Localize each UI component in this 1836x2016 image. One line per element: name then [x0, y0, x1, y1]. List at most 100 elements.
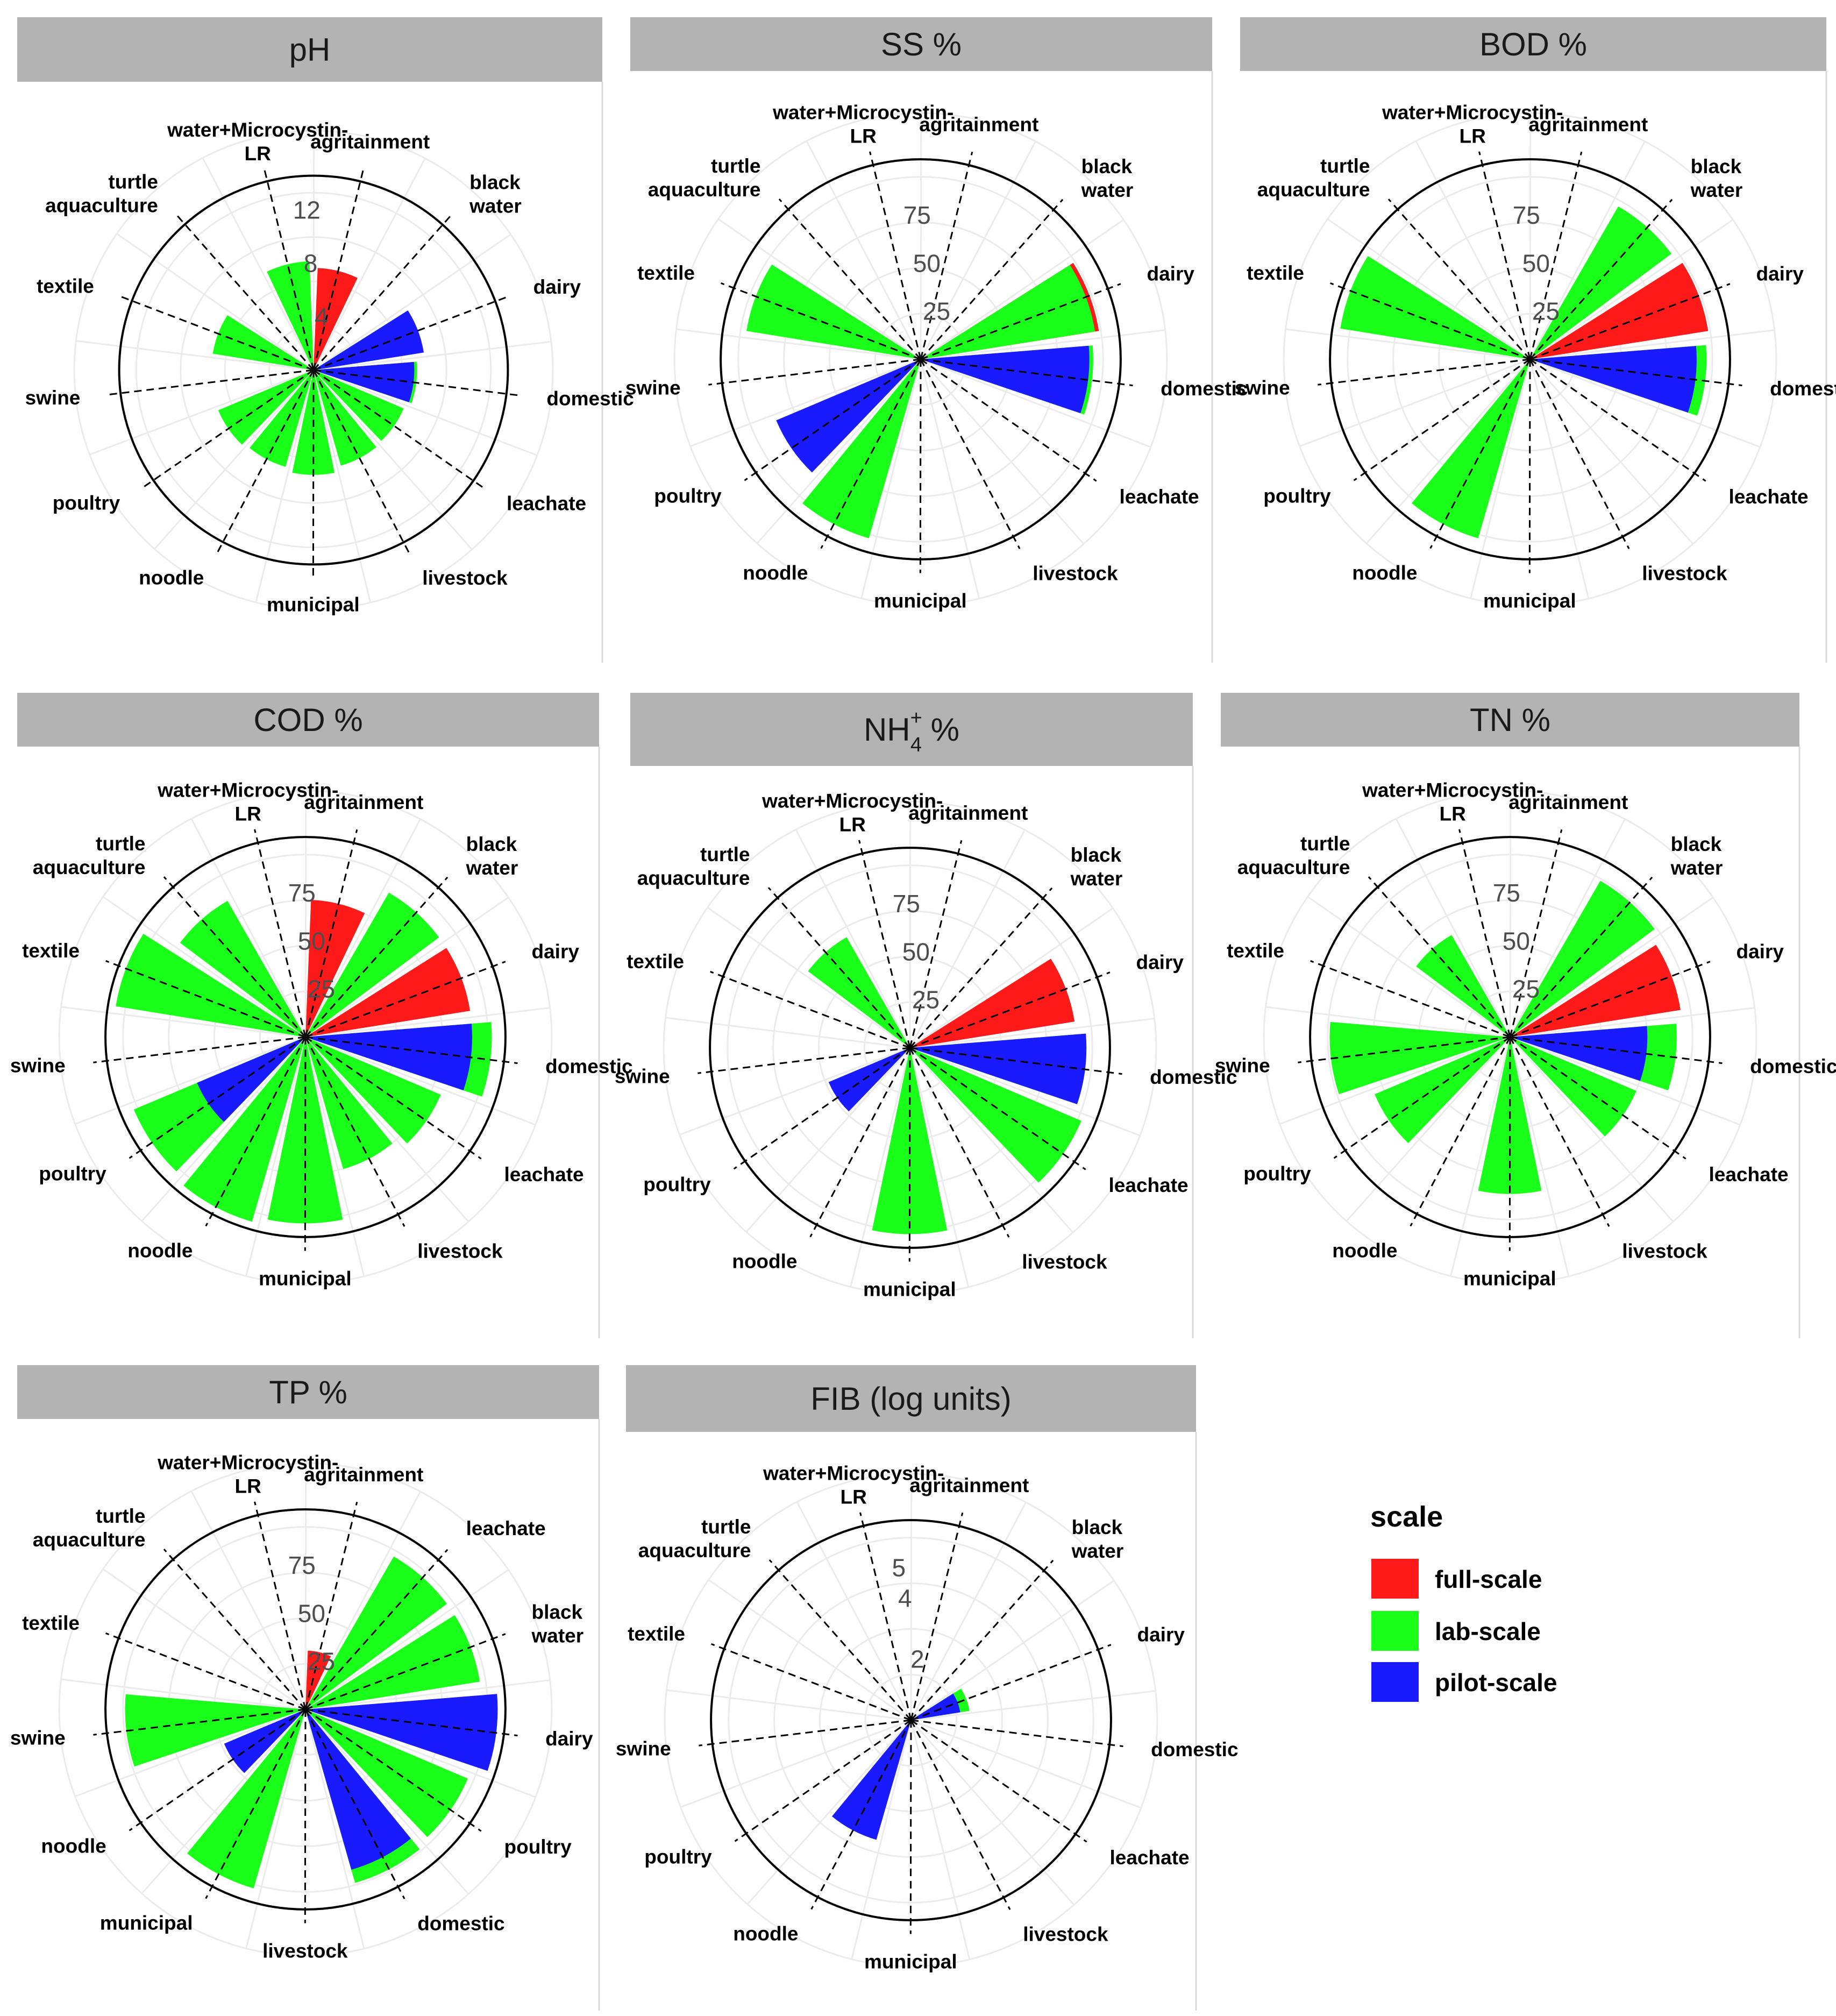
grid-spoke	[305, 897, 509, 1038]
category-spoke	[920, 358, 1133, 387]
category-spoke	[909, 1047, 1010, 1238]
grid-spoke	[910, 1580, 1115, 1721]
grid-spoke	[806, 140, 922, 360]
grid-spoke	[313, 369, 538, 456]
radial-tick-label: 25	[1512, 975, 1540, 1003]
bar-lab-scale-leachate	[1510, 1037, 1636, 1137]
category-spoke	[304, 1709, 405, 1899]
category-label: domestic	[546, 387, 634, 409]
category-spoke	[263, 168, 315, 371]
category-spoke	[313, 369, 520, 396]
grid-spoke	[909, 1018, 1155, 1049]
bar-lab-scale-leachate	[910, 1048, 1081, 1183]
category-label: poultry	[1243, 1163, 1311, 1185]
bar-full-scale-dairy	[910, 959, 1075, 1048]
grid-spoke	[909, 1047, 1074, 1233]
category-spoke	[304, 1037, 405, 1227]
category-spoke	[909, 1047, 1086, 1170]
grid-spoke	[1327, 218, 1531, 360]
grid-spoke	[305, 1007, 550, 1038]
category-label: textile	[1247, 262, 1304, 284]
category-spoke	[1458, 829, 1511, 1038]
category-spoke	[1310, 960, 1511, 1038]
grid-spoke	[910, 1720, 1075, 1906]
grid-spoke	[1529, 359, 1694, 545]
category-label: turtle aquaculture	[638, 1516, 751, 1561]
category-label: black water	[466, 833, 518, 879]
category-label: leachate	[507, 493, 586, 515]
bar-pilot-scale-domestic	[921, 345, 1090, 414]
bar-lab-scale-noodle	[1412, 359, 1530, 538]
category-spoke	[858, 840, 911, 1048]
radial-tick-label: 50	[913, 249, 941, 277]
grid-spoke	[245, 1037, 307, 1276]
category-spoke	[919, 359, 922, 573]
category-spoke	[93, 1036, 306, 1063]
category-spoke	[1410, 1037, 1511, 1227]
bar-lab-scale-textile	[212, 315, 314, 370]
category-label: textile	[627, 950, 684, 972]
bar-lab-scale-textile	[746, 264, 921, 359]
grid-spoke	[1509, 1037, 1674, 1223]
category-spoke	[733, 1047, 910, 1170]
grid-spoke	[305, 1708, 536, 1798]
category-spoke	[254, 1501, 307, 1710]
category-spoke	[305, 1633, 506, 1710]
panel-7: FIB (log units)245water+Microcystin-LRag…	[616, 1365, 1239, 2011]
category-spoke	[1387, 198, 1531, 360]
category-spoke	[1529, 359, 1630, 549]
category-label: black water	[1071, 1516, 1124, 1562]
bar-lab-scale-black-water	[1510, 881, 1655, 1037]
bar-lab-scale-black-water	[305, 892, 439, 1037]
bar-full-scale-agritainment	[305, 1650, 331, 1709]
grid-spoke	[850, 1047, 911, 1287]
grid-spoke	[910, 1474, 913, 1721]
polar-axes	[708, 151, 1133, 573]
category-label: municipal	[863, 1278, 956, 1300]
polar-axes	[107, 168, 520, 578]
category-spoke	[304, 876, 449, 1038]
grid-spoke	[909, 1047, 1141, 1137]
polar-axes	[93, 829, 518, 1251]
grid-spoke	[1265, 1006, 1511, 1038]
category-label: dairy	[532, 940, 580, 962]
category-label: leachate	[1110, 1847, 1190, 1869]
radial-tick-label: 2	[910, 1645, 924, 1673]
bar-lab-scale-leachate	[314, 370, 404, 441]
category-spoke	[920, 358, 1097, 482]
panel-1: SS %255075water+Microcystin-LRagritainme…	[625, 17, 1248, 663]
category-label: poultry	[39, 1163, 106, 1185]
category-spoke	[1510, 961, 1711, 1038]
category-label: domestic	[1770, 378, 1836, 400]
category-spoke	[304, 829, 358, 1038]
category-label: leachate	[1709, 1163, 1789, 1186]
category-spoke	[778, 198, 922, 360]
bar-lab-scale-black-water	[1530, 206, 1671, 359]
bar-lab-scale-noodle	[250, 370, 314, 467]
category-label: swine	[25, 387, 81, 409]
category-spoke	[1529, 358, 1742, 387]
grid-spoke	[1529, 359, 1590, 599]
grid-spoke	[75, 1036, 306, 1125]
category-label: swine	[1215, 1054, 1270, 1076]
category-label: noodle	[743, 562, 808, 584]
grid-spoke	[1529, 219, 1734, 360]
radial-tick-label: 25	[912, 986, 940, 1014]
grid-spoke	[910, 1690, 1156, 1721]
grid-spoke	[61, 1678, 306, 1710]
category-spoke	[1529, 151, 1583, 360]
category-label: noodle	[139, 566, 204, 588]
category-label: black water	[531, 1601, 584, 1646]
panel-3: COD %255075water+Microcystin-LRagritainm…	[10, 693, 633, 1338]
legend-label-full-scale: full-scale	[1435, 1565, 1542, 1593]
category-spoke	[910, 1644, 1112, 1721]
category-label: water+Microcystin-LR	[763, 1462, 944, 1508]
bar-lab-scale-turtle-aquaculture	[180, 900, 305, 1037]
category-spoke	[107, 369, 314, 396]
grid-spoke	[746, 1720, 912, 1905]
grid-spoke	[909, 829, 1026, 1048]
category-spoke	[163, 876, 307, 1038]
panel-title: SS %	[881, 26, 962, 62]
category-spoke	[744, 358, 921, 481]
grid-spoke	[141, 1037, 307, 1222]
